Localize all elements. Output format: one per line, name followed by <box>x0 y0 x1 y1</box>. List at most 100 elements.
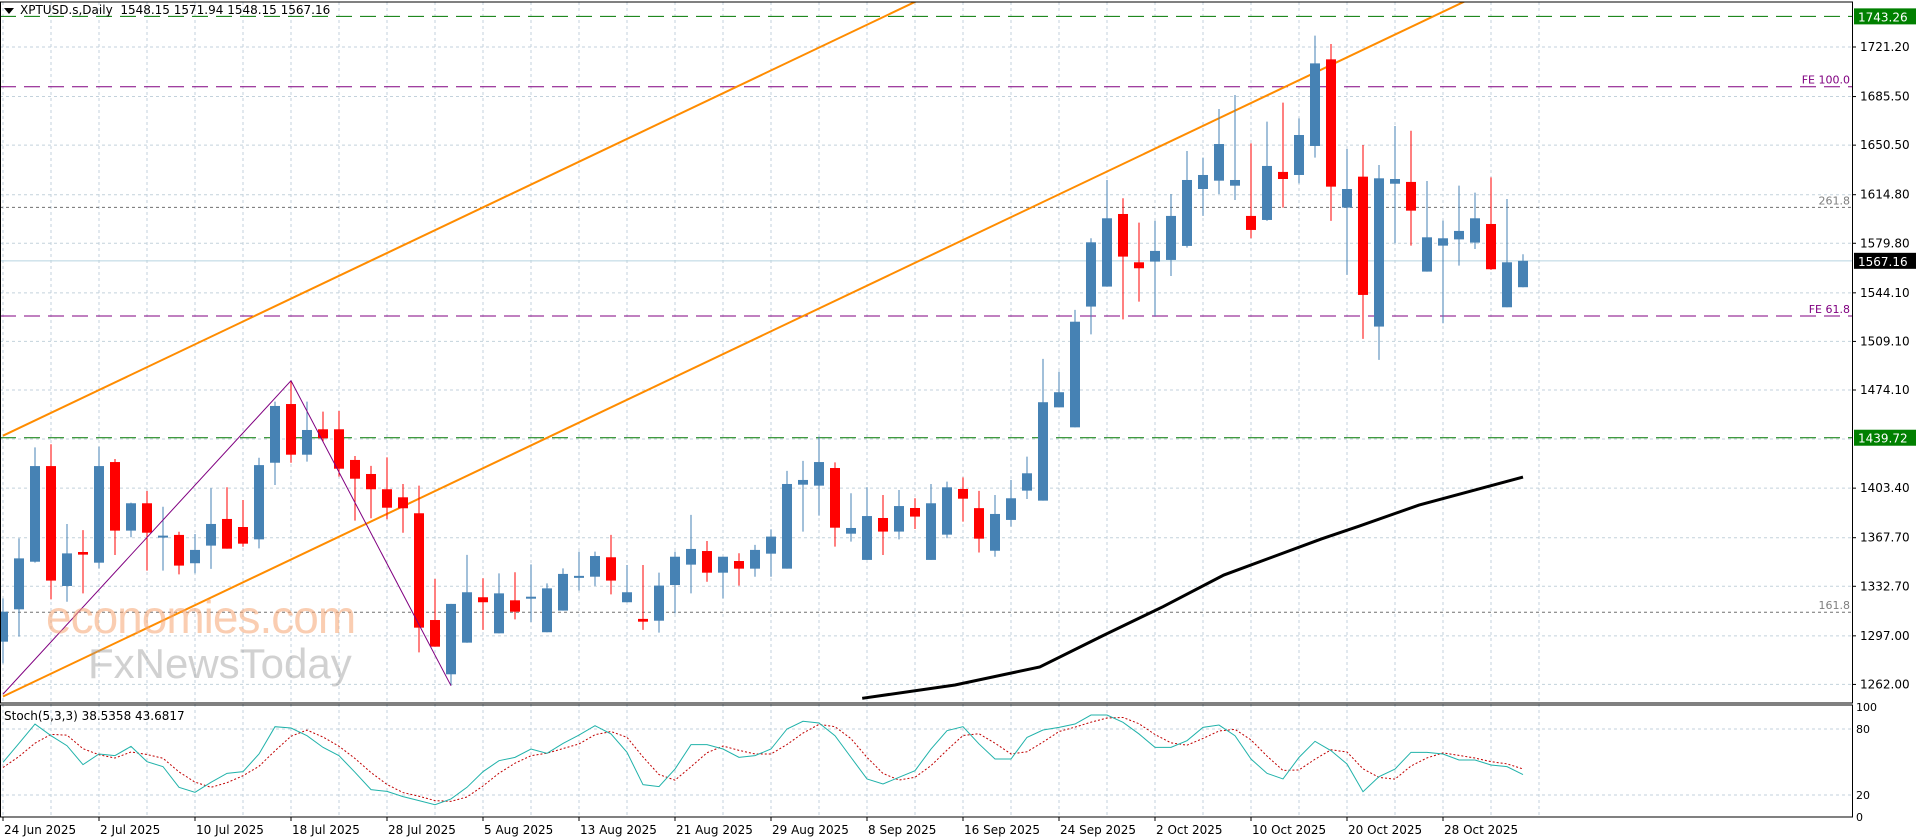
watermark-economies-logo: economies.com <box>46 591 356 643</box>
dropdown-triangle-icon[interactable] <box>4 7 14 14</box>
candle-body <box>606 557 616 581</box>
candle-body <box>270 405 280 463</box>
candle <box>542 583 552 633</box>
candle <box>254 457 264 549</box>
candle-body <box>718 556 728 573</box>
time-tick-label: 2 Oct 2025 <box>1156 823 1223 837</box>
candle <box>718 556 728 599</box>
candle-body <box>142 503 152 533</box>
candle <box>766 529 776 577</box>
candle <box>46 444 56 600</box>
candle <box>830 462 840 547</box>
candle-body <box>1038 402 1048 501</box>
candle-body <box>1198 174 1208 190</box>
time-tick-label: 10 Jul 2025 <box>196 823 264 837</box>
candle <box>1278 102 1288 208</box>
candle-body <box>990 513 1000 551</box>
level-tag: 161.8 <box>1819 599 1851 612</box>
candle-body <box>766 536 776 554</box>
candle-body <box>1470 218 1480 243</box>
candle-body <box>958 488 968 499</box>
price-tick-label: 1650.50 <box>1860 138 1910 152</box>
candle <box>606 534 616 595</box>
candle <box>30 447 40 563</box>
candle <box>1310 35 1320 158</box>
candle-body <box>670 556 680 586</box>
candle <box>1454 185 1464 266</box>
candle <box>1438 220 1448 324</box>
candle <box>0 598 8 664</box>
candle <box>206 488 216 569</box>
candle <box>1054 371 1064 408</box>
candle-body <box>350 459 360 479</box>
candle <box>446 603 456 686</box>
candle-body <box>254 465 264 540</box>
candle-body <box>926 503 936 560</box>
level-price-label: 1439.72 <box>1858 432 1908 446</box>
candle <box>1470 192 1480 249</box>
price-tick-label: 1367.70 <box>1860 531 1910 545</box>
candle <box>1006 479 1016 527</box>
time-tick-label: 24 Sep 2025 <box>1060 823 1136 837</box>
candle <box>1118 198 1128 320</box>
candle <box>158 506 168 571</box>
candle <box>142 491 152 571</box>
candle-body <box>574 575 584 578</box>
candle <box>1518 254 1528 288</box>
candle-body <box>446 603 456 675</box>
candle <box>414 485 424 653</box>
candle <box>526 564 536 622</box>
price-tick-label: 1614.80 <box>1860 188 1910 202</box>
time-tick-label: 29 Aug 2025 <box>772 823 849 837</box>
candle <box>1358 145 1368 339</box>
candle-body <box>1310 63 1320 146</box>
candle-body <box>1406 181 1416 211</box>
stochastic-pane-border <box>0 704 1853 818</box>
candle-body <box>1294 135 1304 175</box>
stochastic-signal-line <box>2 716 1524 802</box>
candle <box>782 470 792 569</box>
candle-body <box>590 556 600 577</box>
candle <box>270 401 280 485</box>
candle-body <box>942 487 952 535</box>
current-price-label: 1567.16 <box>1858 255 1908 269</box>
candle <box>798 460 808 532</box>
level-price-badge <box>1854 429 1916 446</box>
candle <box>670 551 680 614</box>
price-tick-label: 1579.80 <box>1860 236 1910 250</box>
level-tag: FE 100.0 <box>1802 74 1850 87</box>
candle <box>1342 149 1352 275</box>
candle <box>382 457 392 520</box>
candle <box>110 458 120 556</box>
price-tick-label: 1297.00 <box>1860 629 1910 643</box>
candle-body <box>750 549 760 569</box>
candle <box>958 477 968 522</box>
candle-body <box>414 513 424 628</box>
candle <box>14 538 24 637</box>
candle <box>974 490 984 553</box>
candle-body <box>798 479 808 485</box>
candle <box>1294 118 1304 184</box>
candle <box>846 493 856 542</box>
current-price-badge <box>1854 252 1916 269</box>
candle-body <box>1150 250 1160 262</box>
candle-body <box>1390 179 1400 184</box>
candle-body <box>542 588 552 633</box>
candle <box>1166 194 1176 277</box>
candle-body <box>366 473 376 490</box>
candle <box>1038 358 1048 501</box>
candle <box>190 533 200 574</box>
candle <box>1422 180 1432 272</box>
time-tick-label: 5 Aug 2025 <box>484 823 553 837</box>
candle <box>1502 198 1512 308</box>
price-tick-label: 1509.10 <box>1860 334 1910 348</box>
candle <box>878 494 888 556</box>
watermark-fxnewstoday-logo: FxNewsToday <box>88 640 352 687</box>
candle-body <box>1438 238 1448 246</box>
candle-body <box>1358 176 1368 295</box>
candle-body <box>238 527 248 544</box>
candle-body <box>782 483 792 569</box>
candle <box>174 531 184 575</box>
candle-body <box>430 620 440 647</box>
